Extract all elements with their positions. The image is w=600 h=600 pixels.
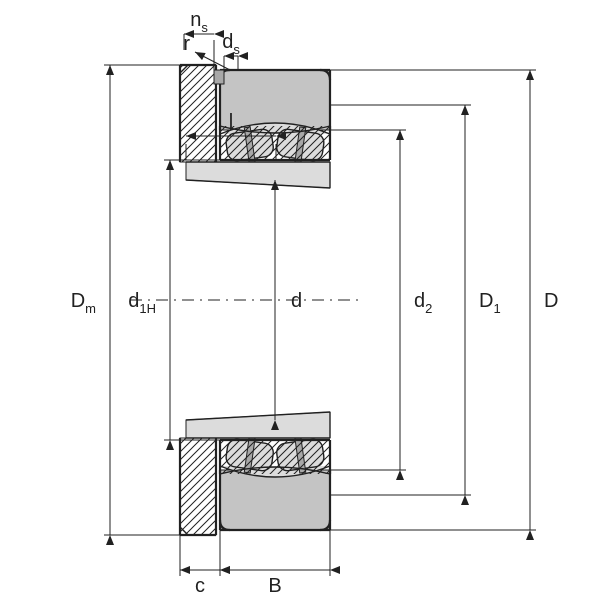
dim-label: d1H: [128, 290, 156, 316]
dim-label: d: [291, 290, 302, 312]
dim-label: D: [544, 290, 558, 312]
dim-label: d2: [414, 290, 432, 316]
lock-washer-tab: [214, 70, 224, 84]
dim-label: r: [183, 33, 190, 55]
outer-ring: [220, 70, 330, 130]
dim-label: ns: [190, 9, 208, 35]
dim-label: D1: [479, 290, 501, 316]
dim-label: B: [268, 575, 281, 597]
dim-label: c: [195, 575, 205, 597]
outer-ring-lower: [220, 470, 330, 530]
dim-label: l: [229, 111, 233, 133]
inner-ring: [220, 126, 330, 160]
lock-nut: [180, 65, 216, 162]
bearing-cross-section-diagram: nsds r d2 D1 Dd Dm d1H l c B: [0, 0, 600, 600]
dim-label: Dm: [71, 290, 96, 316]
dim-label: ds: [222, 31, 240, 57]
